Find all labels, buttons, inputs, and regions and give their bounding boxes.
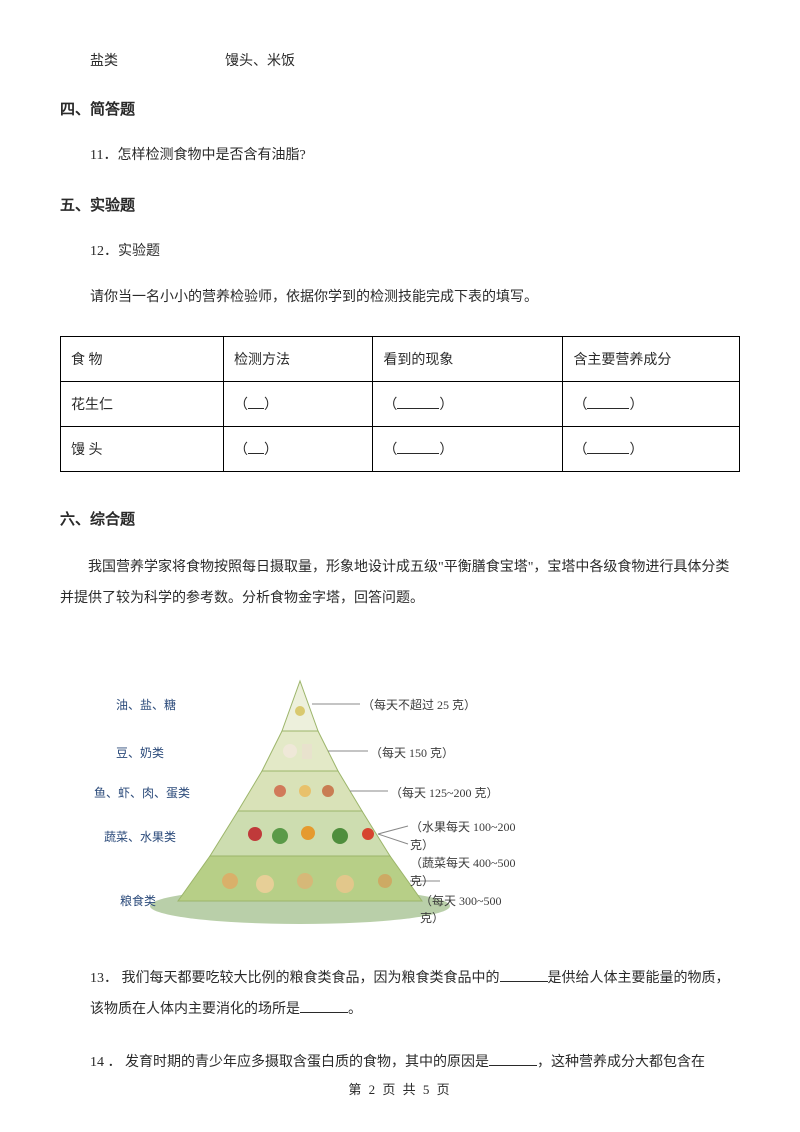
cell-blank: （） bbox=[563, 381, 740, 426]
section-6-heading: 六、综合题 bbox=[60, 508, 740, 529]
th-food: 食 物 bbox=[61, 336, 224, 381]
table-header-row: 食 物 检测方法 看到的现象 含主要营养成分 bbox=[61, 336, 740, 381]
cell-blank: （） bbox=[373, 426, 563, 471]
q14-a: 14 ． 发育时期的青少年应多摄取含蛋白质的食物，其中的原因是 bbox=[90, 1055, 489, 1070]
cell-blank: （） bbox=[223, 426, 372, 471]
blank bbox=[500, 968, 548, 982]
table-row: 馒 头 （） （） （） bbox=[61, 426, 740, 471]
th-method: 检测方法 bbox=[223, 336, 372, 381]
top-right: 馒头、米饭 bbox=[225, 54, 295, 69]
pyr-r4: （水果每天 100~200 克） （蔬菜每天 400~500 克） bbox=[410, 818, 520, 890]
th-observe: 看到的现象 bbox=[373, 336, 563, 381]
question-12-text: 请你当一名小小的营养检验师，依据你学到的检测技能完成下表的填写。 bbox=[90, 285, 740, 312]
question-14: 14 ． 发育时期的青少年应多摄取含蛋白质的食物，其中的原因是 ，这种营养成分大都… bbox=[90, 1048, 740, 1079]
pyr-l2: 豆、奶类 bbox=[116, 744, 164, 761]
page-footer: 第 2 页 共 5 页 bbox=[0, 1079, 800, 1098]
q13-a: 13． 我们每天都要吃较大比例的粮食类食品，因为粮食类食品中的 bbox=[90, 971, 500, 986]
pyr-r3: （每天 125~200 克） bbox=[390, 784, 499, 801]
cell-blank: （） bbox=[223, 381, 372, 426]
th-nutrient: 含主要营养成分 bbox=[563, 336, 740, 381]
cell-food-1: 花生仁 bbox=[61, 381, 224, 426]
blank bbox=[300, 999, 348, 1013]
experiment-table: 食 物 检测方法 看到的现象 含主要营养成分 花生仁 （） （） （） 馒 头 … bbox=[60, 336, 740, 472]
pyr-r5: （每天 300~500 克） bbox=[420, 892, 520, 926]
blank bbox=[489, 1052, 537, 1066]
pyr-l1: 油、盐、糖 bbox=[116, 696, 176, 713]
food-pyramid-figure: 油、盐、糖 豆、奶类 鱼、虾、肉、蛋类 蔬菜、水果类 粮食类 （每天不超过 25… bbox=[90, 636, 520, 936]
q13-c: 。 bbox=[348, 1002, 362, 1017]
cell-food-2: 馒 头 bbox=[61, 426, 224, 471]
cell-blank: （） bbox=[373, 381, 563, 426]
question-12-label: 12．实验题 bbox=[90, 239, 740, 266]
section-5-heading: 五、实验题 bbox=[60, 194, 740, 215]
section-6-intro: 我国营养学家将食物按照每日摄取量，形象地设计成五级"平衡膳食宝塔"，宝塔中各级食… bbox=[60, 553, 740, 615]
pyr-l4: 蔬菜、水果类 bbox=[104, 828, 176, 845]
pyr-l5: 粮食类 bbox=[120, 892, 156, 909]
top-left: 盐类 bbox=[90, 54, 118, 69]
q14-b: ，这种营养成分大都包含在 bbox=[537, 1055, 705, 1070]
cell-blank: （） bbox=[563, 426, 740, 471]
pyr-l3: 鱼、虾、肉、蛋类 bbox=[94, 784, 190, 801]
question-13: 13． 我们每天都要吃较大比例的粮食类食品，因为粮食类食品中的是供给人体主要能量… bbox=[90, 964, 740, 1026]
pyr-r1: （每天不超过 25 克） bbox=[362, 696, 476, 713]
question-11: 11．怎样检测食物中是否含有油脂? bbox=[90, 143, 740, 170]
table-row: 花生仁 （） （） （） bbox=[61, 381, 740, 426]
top-line: 盐类 馒头、米饭 bbox=[90, 50, 740, 70]
pyr-r2: （每天 150 克） bbox=[370, 744, 454, 761]
section-4-heading: 四、简答题 bbox=[60, 98, 740, 119]
